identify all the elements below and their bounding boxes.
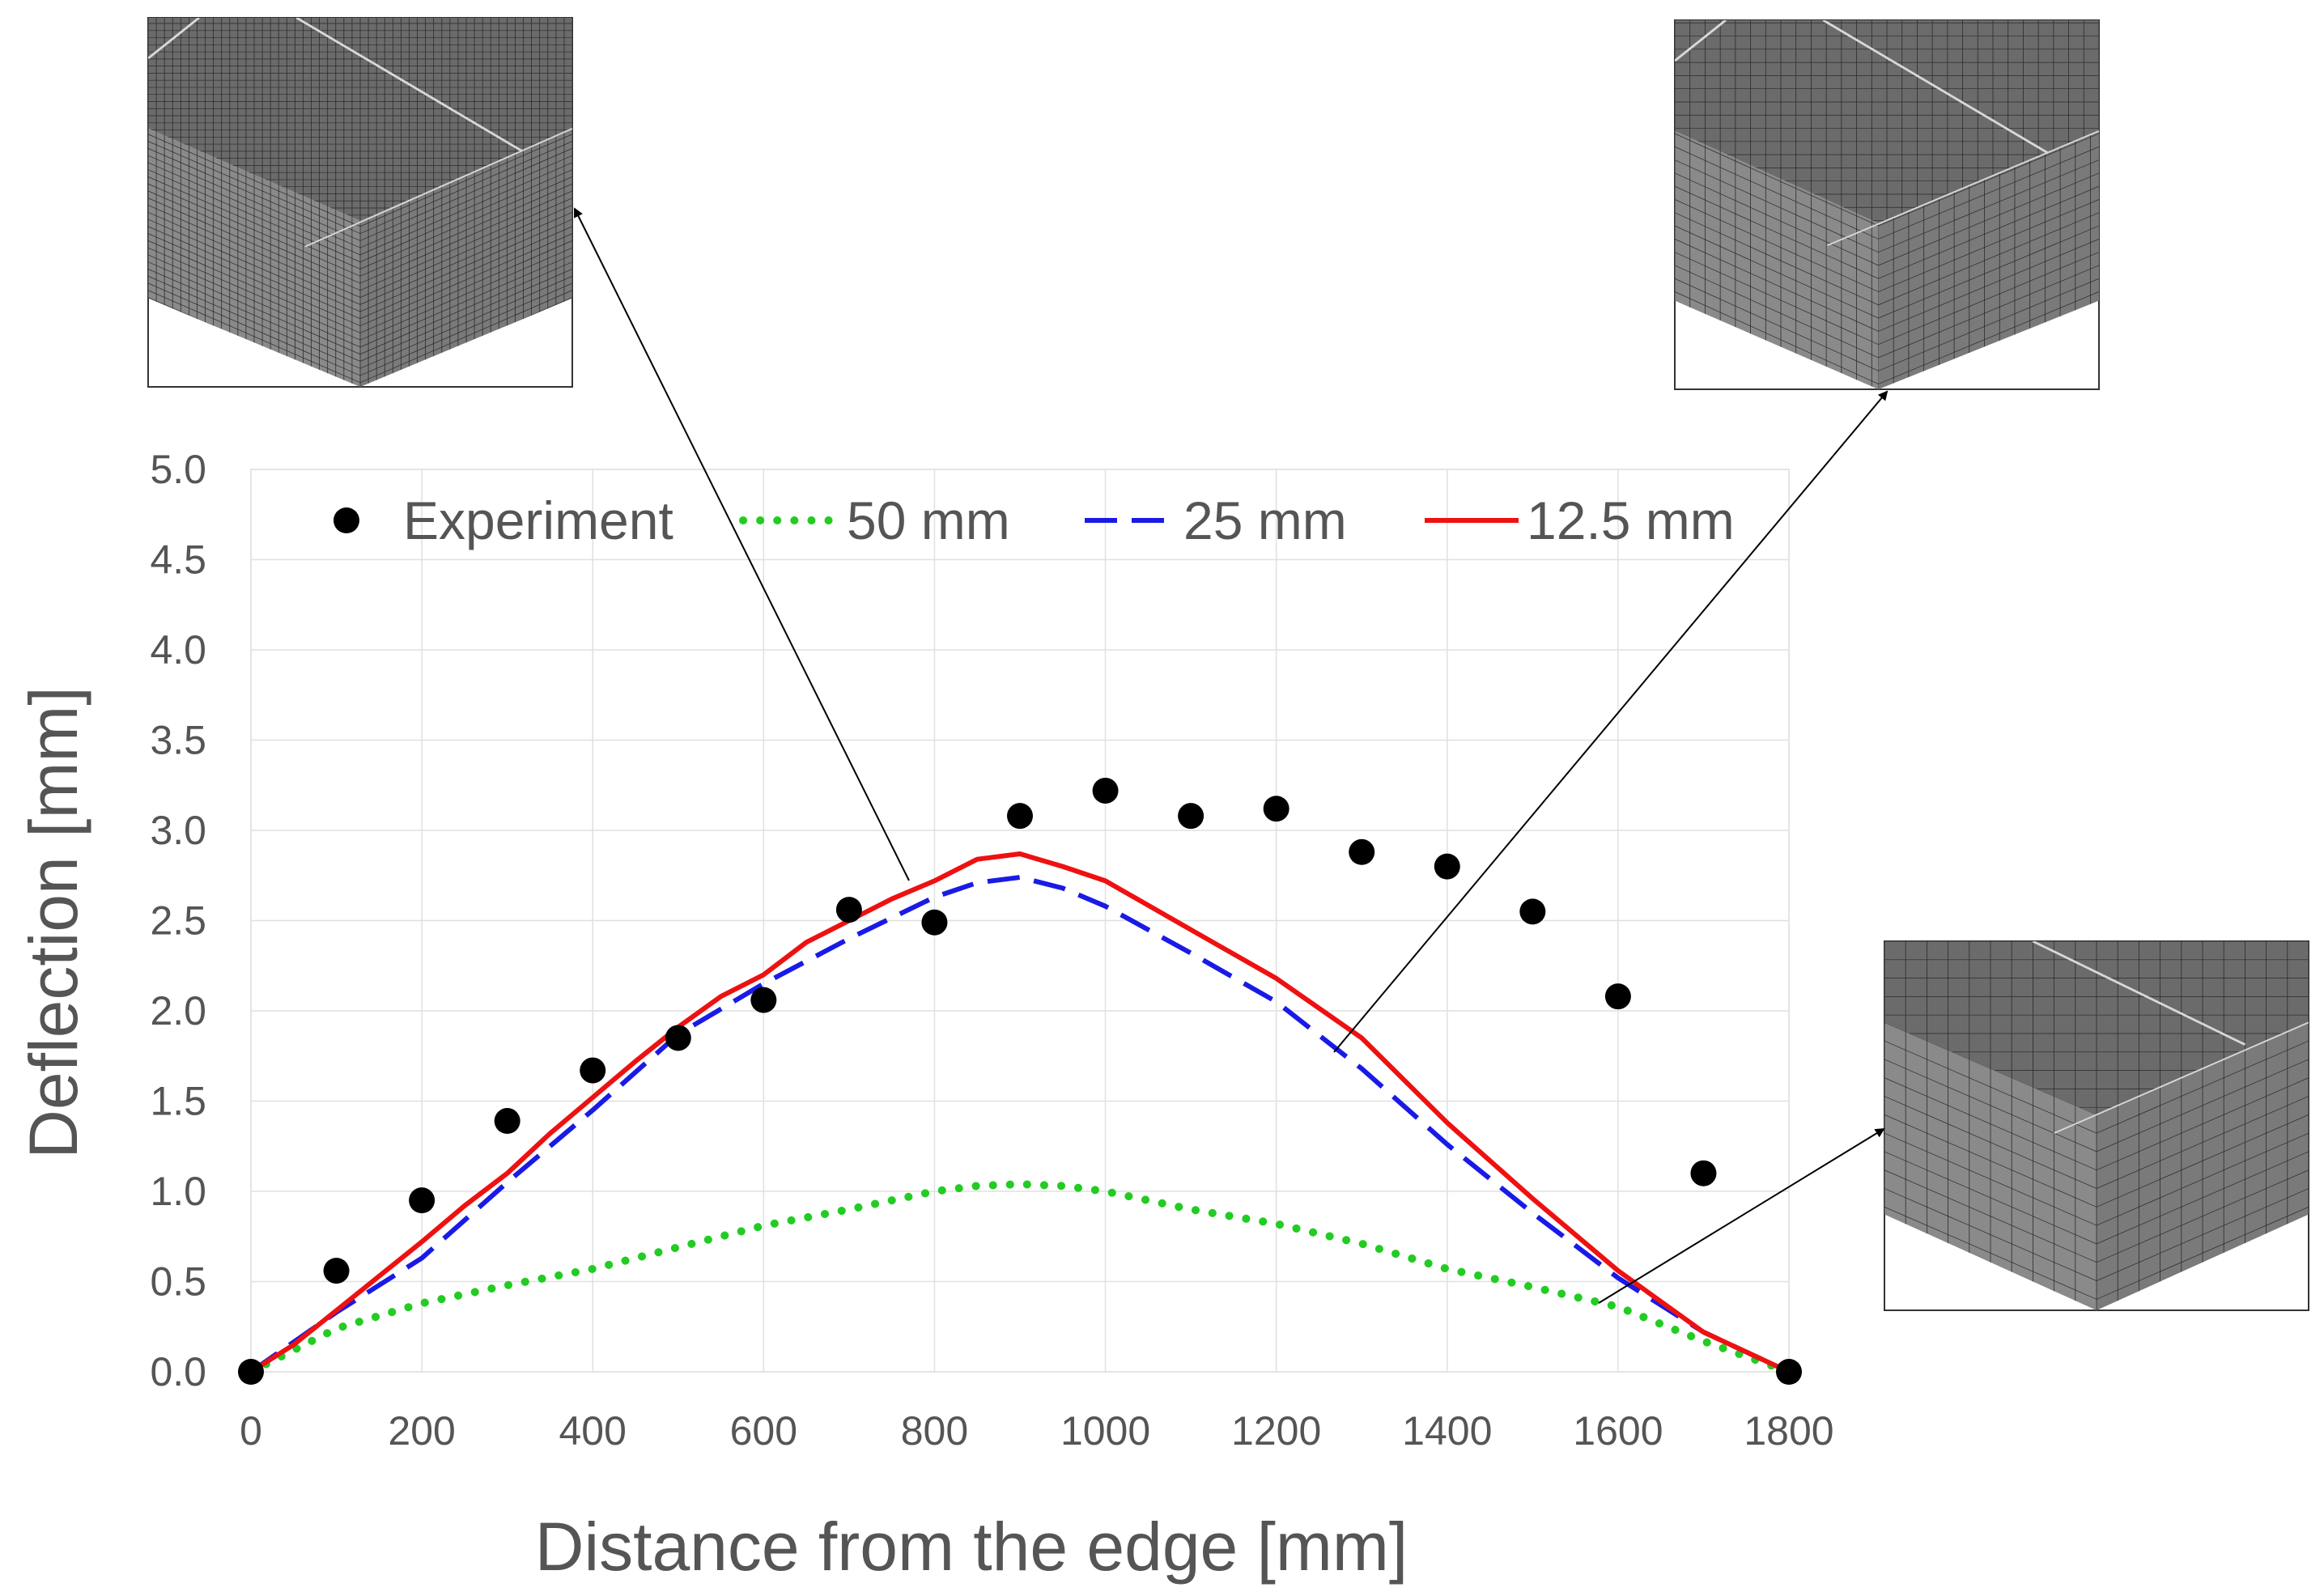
mesh-inset-25mm	[1674, 19, 2100, 390]
y-tick-label: 0.0	[150, 1349, 206, 1394]
x-tick-label: 800	[901, 1408, 968, 1454]
experiment-point	[1690, 1160, 1717, 1186]
legend-label-12-5mm: 12.5 mm	[1527, 490, 1735, 550]
experiment-point	[1007, 803, 1033, 830]
experiment-point	[1776, 1359, 1802, 1385]
x-axis-title: Distance from the edge [mm]	[535, 1509, 1408, 1585]
experiment-point	[921, 909, 948, 936]
experiment-point	[494, 1108, 520, 1135]
x-tick-label: 1800	[1744, 1408, 1833, 1454]
experiment-point	[1519, 898, 1546, 925]
experiment-point	[409, 1187, 435, 1214]
experiment-point	[665, 1025, 691, 1051]
y-tick-label: 5.0	[150, 447, 206, 492]
experiment-point	[1092, 777, 1119, 804]
gridlines	[250, 469, 1790, 1373]
experiment-point	[1604, 983, 1631, 1010]
x-tick-label: 1400	[1402, 1408, 1492, 1454]
x-tick-label: 0	[240, 1408, 262, 1454]
x-tick-label: 1600	[1573, 1408, 1663, 1454]
x-tick-label: 1200	[1231, 1408, 1321, 1454]
legend: Experiment 50 mm 25 mm 12.5 mm	[334, 490, 1735, 550]
plot-area: 0 200 400 600 800 1000 1200 1400 1600 1800 0.0 0.5…	[150, 447, 1833, 1454]
arrow-to-mesh-inset-25mm	[1333, 390, 1889, 1053]
arrow-to-mesh-inset-12-5mm	[1598, 1127, 1885, 1304]
experiment-point	[580, 1057, 606, 1084]
y-tick-label: 2.5	[150, 898, 206, 944]
series-line-25-mm	[249, 875, 1791, 1374]
y-tick-label: 3.5	[150, 718, 206, 763]
y-tick-label: 4.0	[150, 627, 206, 673]
experiment-point	[1263, 796, 1289, 822]
x-tick-label: 1000	[1060, 1408, 1150, 1454]
legend-marker-experiment	[334, 507, 359, 533]
callout-arrows	[574, 207, 1889, 1304]
legend-label-50mm: 50 mm	[847, 490, 1010, 550]
y-tick-label: 4.5	[150, 537, 206, 583]
legend-label-experiment: Experiment	[403, 490, 673, 550]
experiment-point	[238, 1359, 264, 1385]
arrow-to-mesh-inset-50mm	[574, 207, 910, 881]
y-tick-label: 3.0	[150, 808, 206, 853]
y-axis-title: Deflection [mm]	[15, 686, 91, 1159]
experiment-point	[1349, 838, 1375, 865]
series-layer	[238, 777, 1802, 1385]
x-tick-label: 600	[730, 1408, 797, 1454]
y-tick-label: 1.5	[150, 1079, 206, 1124]
experiment-point	[323, 1258, 350, 1284]
legend-label-25mm: 25 mm	[1183, 490, 1347, 550]
x-tick-labels: 0 200 400 600 800 1000 1200 1400 1600 1800	[240, 1408, 1834, 1454]
mesh-inset-12-5mm	[1884, 940, 2309, 1311]
y-tick-label: 2.0	[150, 988, 206, 1034]
mesh-inset-50mm	[147, 17, 573, 388]
x-tick-label: 400	[559, 1408, 627, 1454]
y-tick-label: 1.0	[150, 1169, 206, 1214]
y-tick-label: 0.5	[150, 1259, 206, 1305]
experiment-point	[1434, 853, 1460, 880]
x-tick-label: 200	[388, 1408, 455, 1454]
experiment-point	[1178, 803, 1204, 830]
experiment-point	[750, 987, 777, 1013]
y-tick-labels: 0.0 0.5 1.0 1.5 2.0 2.5 3.0 3.5 4.0 4.5 5.0	[150, 447, 206, 1394]
experiment-point	[835, 897, 862, 923]
